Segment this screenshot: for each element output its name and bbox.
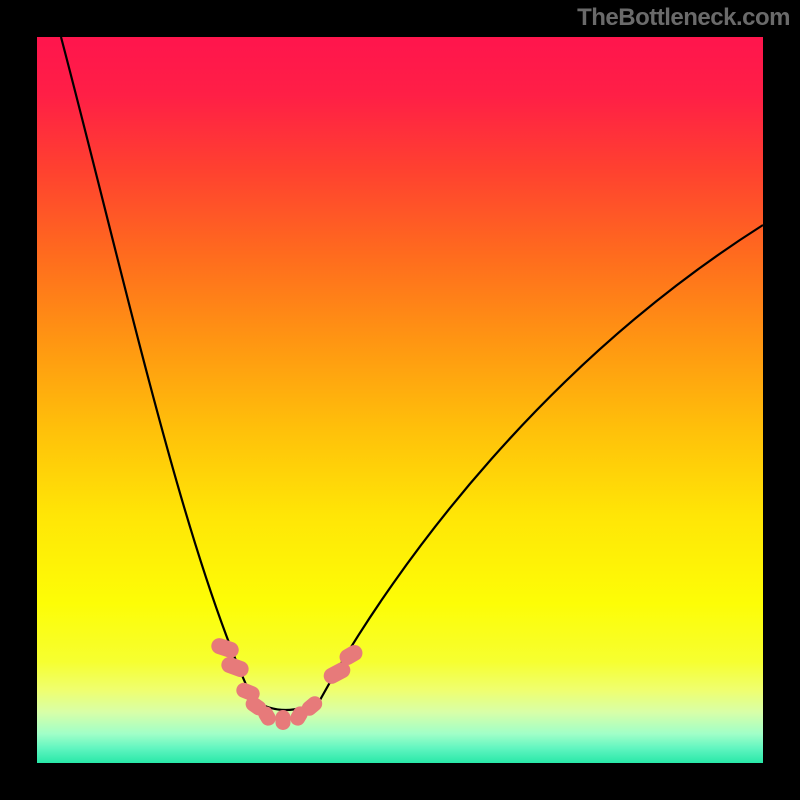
chart-svg: [0, 0, 800, 800]
pink-marker: [276, 710, 291, 730]
gradient-background: [37, 37, 763, 763]
watermark-text: TheBottleneck.com: [577, 4, 790, 32]
plot-area: [0, 0, 800, 800]
